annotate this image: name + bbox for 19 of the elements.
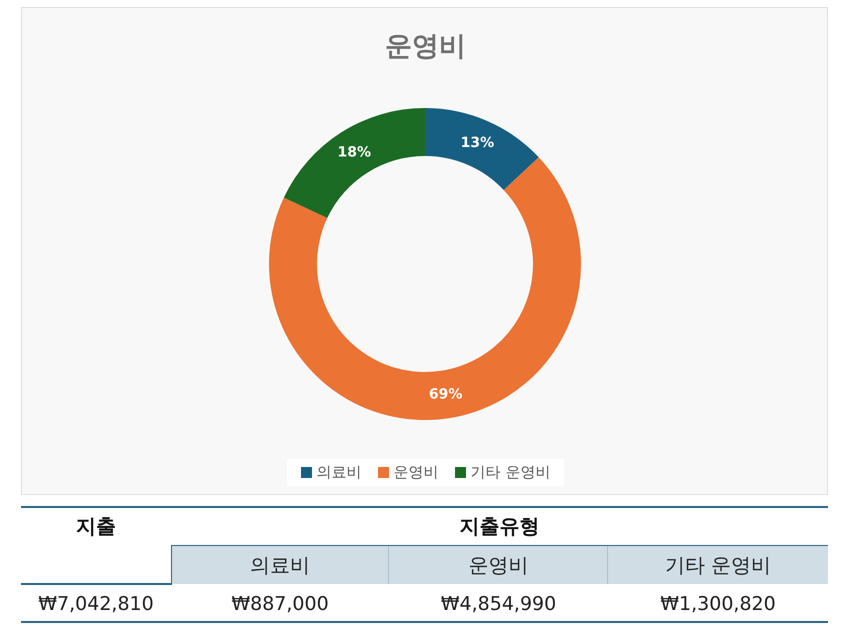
text: ₩887,000 <box>230 592 330 616</box>
category-label: 의료비 <box>250 552 310 576</box>
chart-title: 운영비 <box>384 30 467 64</box>
legend-label: 운영비 <box>394 463 439 482</box>
legend-label: 의료비 <box>316 463 362 482</box>
legend-label: 기타 운영비 <box>470 463 550 482</box>
data-label: 18% <box>338 144 372 161</box>
text: ₩7,042,810 <box>37 592 155 616</box>
text: 지출 <box>75 512 117 540</box>
donut-slice <box>425 108 539 190</box>
data-label: 13% <box>460 134 494 151</box>
donut-slice <box>284 108 425 218</box>
category-label: 기타 운영비 <box>664 552 772 576</box>
data-label: 69% <box>428 386 462 402</box>
slice-label: 운영비 <box>468 552 530 578</box>
donut-slice <box>269 157 581 420</box>
text: ₩4,854,990 <box>440 592 558 616</box>
text: 지출유형 <box>458 512 540 540</box>
text: ₩1,300,820 <box>659 592 777 616</box>
